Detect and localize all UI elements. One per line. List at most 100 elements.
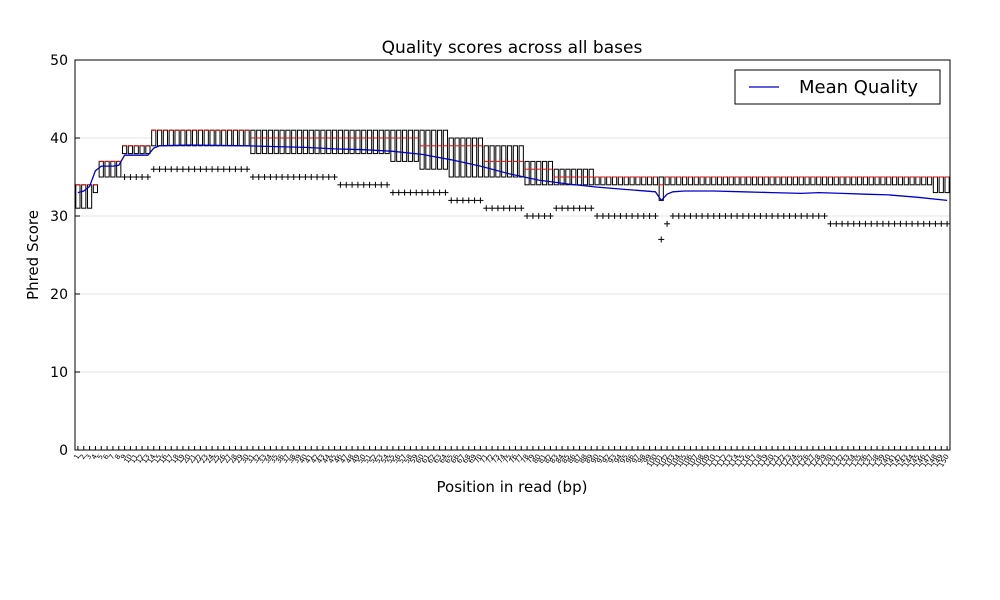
box-138 bbox=[874, 176, 880, 186]
x-tick-label: 49 bbox=[350, 453, 361, 465]
box-136 bbox=[862, 176, 869, 186]
y-tick-label: 50 bbox=[50, 53, 68, 69]
box-50 bbox=[361, 129, 367, 155]
box-16 bbox=[162, 129, 169, 147]
box-55 bbox=[390, 129, 396, 162]
box-130 bbox=[827, 176, 834, 186]
box-103 bbox=[670, 176, 676, 186]
x-tick-label: 87 bbox=[572, 453, 583, 465]
box-14 bbox=[151, 129, 157, 147]
x-tick-label: 68 bbox=[461, 453, 472, 465]
box-149 bbox=[938, 176, 944, 194]
box-132 bbox=[839, 176, 845, 186]
box-145 bbox=[915, 176, 921, 186]
x-tick-label: 51 bbox=[362, 453, 373, 465]
x-tick-label: 78 bbox=[519, 453, 530, 465]
x-tick-label: 96 bbox=[624, 453, 636, 465]
x-tick-label: 79 bbox=[525, 453, 536, 465]
box-81 bbox=[541, 160, 548, 186]
box-104 bbox=[676, 176, 682, 186]
box-24 bbox=[209, 129, 215, 147]
box-65 bbox=[448, 137, 454, 178]
x-tick-label: 76 bbox=[508, 453, 520, 465]
x-tick-label: 8 bbox=[113, 453, 122, 461]
box-133 bbox=[845, 176, 851, 186]
box-46 bbox=[337, 129, 344, 155]
x-tick-label: 22 bbox=[193, 453, 204, 465]
legend-label-mean: Mean Quality bbox=[799, 77, 918, 98]
box-90 bbox=[594, 176, 600, 186]
x-tick-label: 83 bbox=[549, 453, 560, 465]
x-tick-label: 19 bbox=[175, 453, 186, 465]
x-tick-label: 84 bbox=[554, 453, 566, 465]
box-23 bbox=[203, 129, 209, 147]
box-68 bbox=[466, 137, 472, 178]
box-125 bbox=[798, 176, 804, 186]
chart-title: Quality scores across all bases bbox=[382, 38, 643, 58]
box-120 bbox=[769, 176, 775, 186]
x-tick-label: 16 bbox=[158, 453, 170, 465]
box-78 bbox=[524, 160, 530, 186]
x-tick-label: 48 bbox=[344, 453, 355, 465]
x-tick-label: 56 bbox=[391, 453, 403, 465]
box-95 bbox=[623, 176, 629, 186]
box-4 bbox=[92, 184, 99, 194]
box-56 bbox=[396, 129, 402, 162]
x-tick-label: 71 bbox=[479, 453, 490, 465]
box-150 bbox=[944, 176, 950, 194]
x-tick-label: 11 bbox=[129, 453, 140, 465]
x-tick-label: 7 bbox=[107, 453, 116, 461]
x-tick-label: 72 bbox=[484, 453, 495, 465]
x-tick-label: 92 bbox=[601, 453, 612, 465]
box-137 bbox=[868, 176, 874, 186]
x-tick-label: 17 bbox=[164, 453, 175, 465]
box-62 bbox=[431, 129, 437, 170]
x-tick-label: 43 bbox=[315, 453, 326, 465]
x-tick-label: 24 bbox=[204, 453, 216, 465]
box-20 bbox=[186, 129, 192, 147]
box-33 bbox=[261, 129, 268, 155]
box-37 bbox=[285, 129, 291, 155]
box-114 bbox=[734, 176, 740, 186]
x-tick-label: 35 bbox=[269, 453, 280, 465]
x-tick-label: 53 bbox=[374, 453, 385, 465]
x-tick-label: 70 bbox=[473, 453, 484, 465]
x-tick-label: 67 bbox=[455, 453, 466, 465]
box-57 bbox=[401, 129, 408, 162]
box-109 bbox=[705, 176, 711, 186]
x-tick-label: 1 bbox=[72, 453, 81, 461]
box-66 bbox=[454, 137, 460, 178]
box-38 bbox=[291, 129, 297, 155]
box-140 bbox=[886, 176, 892, 186]
x-tick-label: 85 bbox=[560, 453, 571, 465]
box-39 bbox=[296, 129, 303, 155]
box-63 bbox=[436, 129, 443, 170]
box-45 bbox=[331, 129, 338, 155]
box-53 bbox=[378, 129, 384, 155]
x-tick-label: 95 bbox=[619, 453, 630, 465]
box-99 bbox=[646, 176, 653, 186]
box-44 bbox=[326, 129, 332, 155]
box-101 bbox=[658, 176, 664, 201]
x-tick-label: 88 bbox=[578, 453, 589, 465]
box-15 bbox=[156, 129, 163, 147]
box-126 bbox=[804, 176, 810, 186]
box-134 bbox=[851, 176, 857, 186]
x-tick-label: 27 bbox=[222, 453, 233, 465]
y-tick-label: 40 bbox=[50, 131, 68, 147]
x-tick-label: 58 bbox=[403, 453, 414, 465]
x-tick-label: 61 bbox=[420, 453, 431, 465]
box-41 bbox=[308, 129, 314, 155]
x-tick-label: 52 bbox=[368, 453, 379, 465]
box-111 bbox=[716, 176, 723, 186]
y-tick-label: 30 bbox=[50, 209, 68, 225]
box-7 bbox=[110, 160, 116, 178]
box-34 bbox=[267, 129, 274, 155]
box-141 bbox=[891, 176, 898, 186]
x-tick-label: 9 bbox=[119, 453, 128, 461]
x-tick-label: 55 bbox=[385, 453, 396, 465]
x-tick-label: 14 bbox=[146, 453, 158, 465]
x-tick-label: 40 bbox=[298, 453, 309, 465]
box-98 bbox=[641, 176, 647, 186]
box-43 bbox=[320, 129, 326, 155]
